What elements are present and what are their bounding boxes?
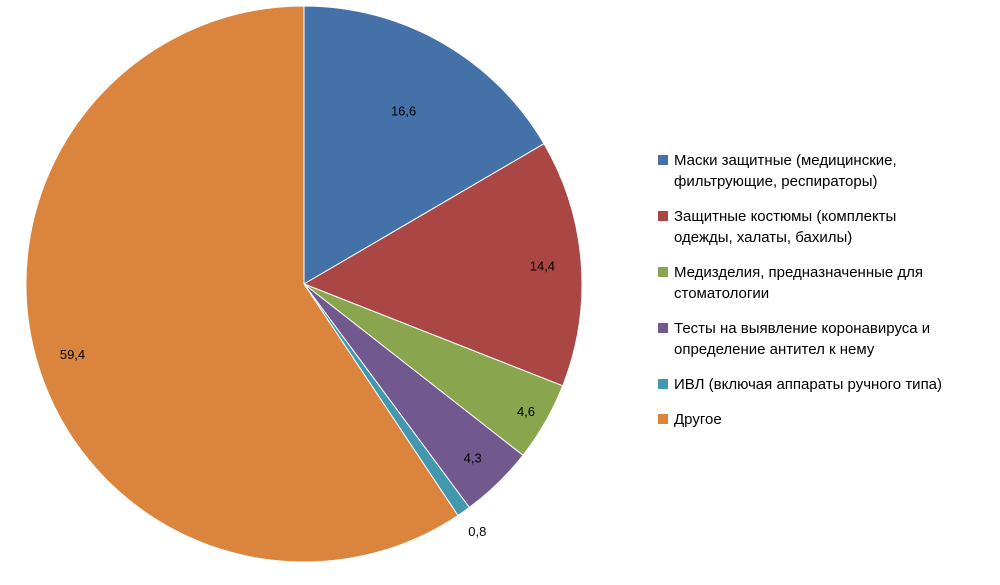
legend-item-2: Защитные костюмы (комплекты одежды, хала… <box>658 206 998 248</box>
legend-item-1: Маски защитные (медицинские, фильтрующие… <box>658 150 998 192</box>
legend-swatch <box>658 379 668 389</box>
pie-slice-2 <box>302 143 583 387</box>
legend-item-6: Другое <box>658 409 998 430</box>
legend-label: Медизделия, предназначенные для стоматол… <box>674 264 924 302</box>
chart-legend: Маски защитные (медицинские, фильтрующие… <box>658 150 998 444</box>
legend-swatch <box>658 414 668 424</box>
pie-slice-1 <box>303 5 545 285</box>
legend-label: Защитные костюмы (комплекты одежды, хала… <box>674 208 897 246</box>
legend-label: ИВЛ (включая аппараты ручного типа) <box>674 376 943 393</box>
legend-item-4: Тесты на выявление коронавируса и опреде… <box>658 318 998 360</box>
data-label-3: 4,6 <box>517 404 535 419</box>
data-label-5: 0,8 <box>468 524 486 539</box>
data-label-1: 16,6 <box>391 103 416 118</box>
pie-slices <box>25 5 583 563</box>
legend-swatch <box>658 267 668 277</box>
legend-label: Тесты на выявление коронавируса и опреде… <box>674 320 931 358</box>
pie-slice-6 <box>25 5 459 563</box>
data-label-2: 14,4 <box>530 259 555 274</box>
legend-item-3: Медизделия, предназначенные для стоматол… <box>658 262 998 304</box>
legend-label: Маски защитные (медицинские, фильтрующие… <box>674 152 897 190</box>
legend-swatch <box>658 323 668 333</box>
pie-data-labels: 16,6 14,4 4,6 4,3 0,8 59,4 <box>60 103 555 539</box>
legend-item-5: ИВЛ (включая аппараты ручного типа) <box>658 374 998 395</box>
data-label-4: 4,3 <box>464 450 482 465</box>
legend-swatch <box>658 155 668 165</box>
legend-label: Другое <box>674 411 722 428</box>
legend-swatch <box>658 211 668 221</box>
data-label-6: 59,4 <box>60 347 85 362</box>
